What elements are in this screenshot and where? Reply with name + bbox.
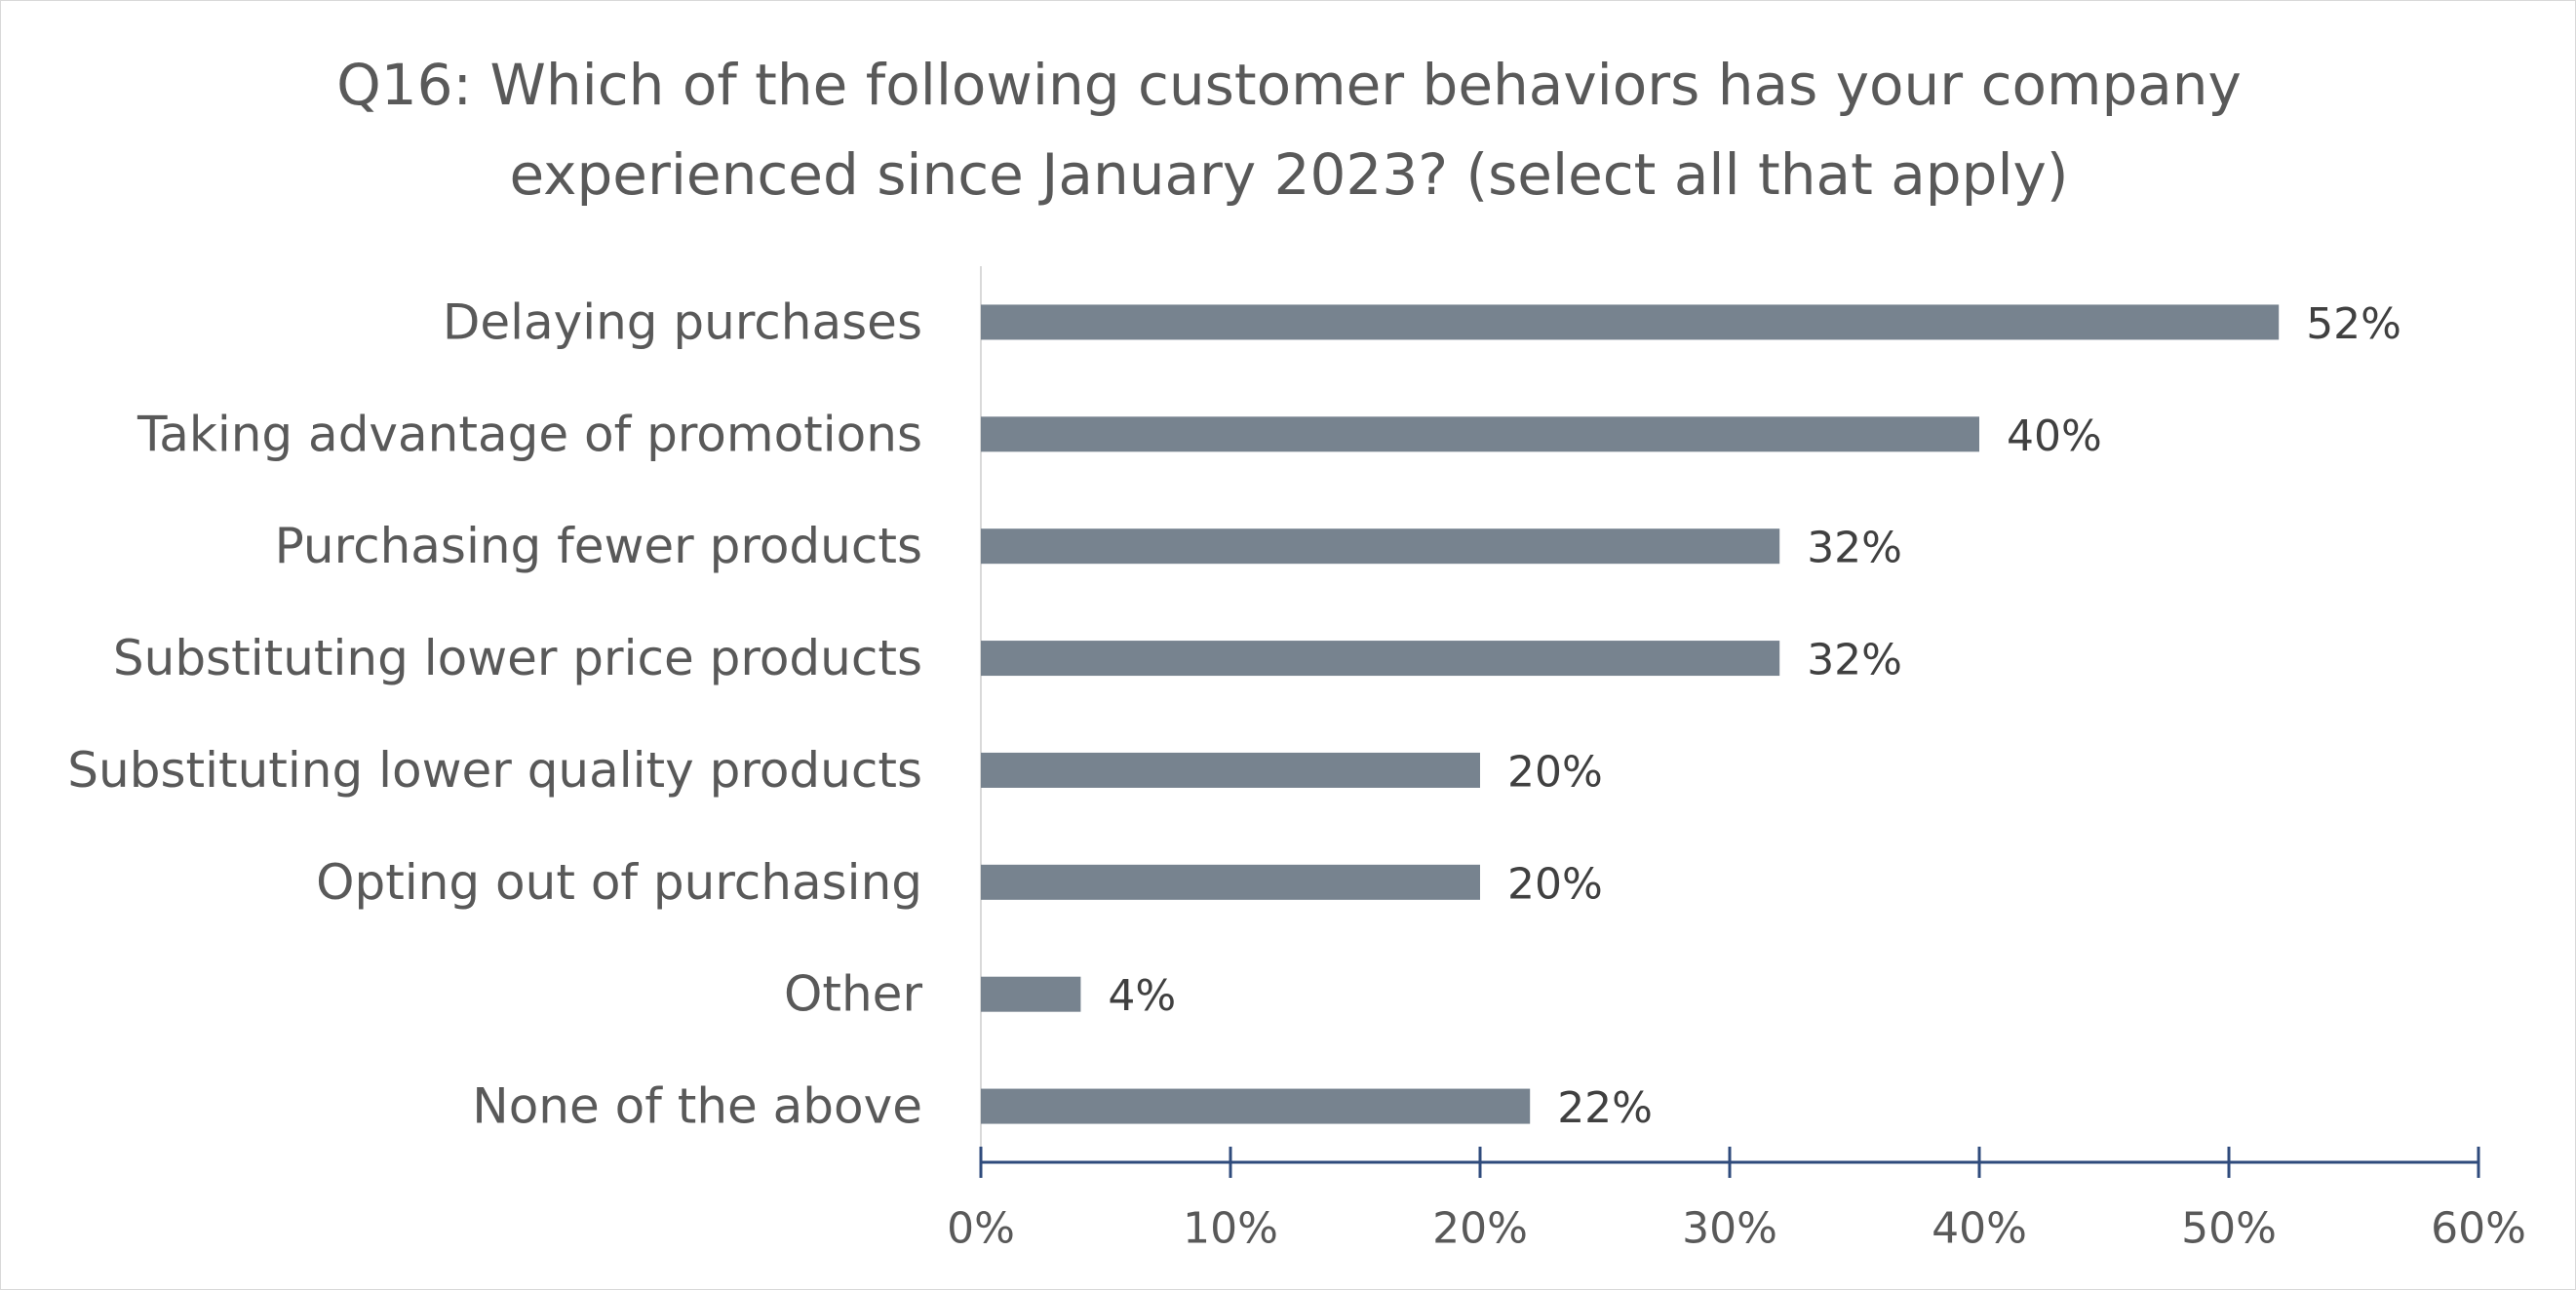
x-tick-label: 20% <box>1432 1204 1528 1254</box>
data-label: 4% <box>1108 971 1176 1021</box>
category-label: Substituting lower quality products <box>67 742 922 799</box>
bar <box>981 416 1979 452</box>
category-label: Purchasing fewer products <box>275 518 922 574</box>
data-label: 40% <box>2007 411 2102 461</box>
chart-title-line-2: experienced since January 2023? (select … <box>509 141 2069 208</box>
category-label: Opting out of purchasing <box>316 854 922 911</box>
chart-title: Q16: Which of the following customer beh… <box>1 40 2576 219</box>
category-label: Taking advantage of promotions <box>137 406 922 462</box>
data-label: 22% <box>1557 1083 1653 1133</box>
data-label: 32% <box>1807 636 1902 685</box>
category-label: Delaying purchases <box>443 293 922 350</box>
category-label: Other <box>784 966 922 1023</box>
bar <box>981 752 1480 788</box>
bar <box>981 528 1780 565</box>
data-label: 32% <box>1807 524 1902 573</box>
x-tick-label: 0% <box>947 1204 1015 1254</box>
data-label: 52% <box>2306 299 2401 349</box>
category-label: Substituting lower price products <box>113 630 922 686</box>
bar <box>981 864 1480 900</box>
category-label: None of the above <box>472 1078 922 1135</box>
x-tick-label: 50% <box>2181 1204 2277 1254</box>
data-label: 20% <box>1507 859 1603 909</box>
bar <box>981 304 2280 340</box>
chart-title-line-1: Q16: Which of the following customer beh… <box>336 52 2242 118</box>
bar <box>981 1088 1531 1124</box>
x-tick-label: 60% <box>2431 1204 2526 1254</box>
x-tick-label: 40% <box>1932 1204 2027 1254</box>
data-label: 20% <box>1507 747 1603 797</box>
x-tick-label: 30% <box>1682 1204 1777 1254</box>
bar <box>981 641 1780 677</box>
bar <box>981 976 1081 1012</box>
x-tick-label: 10% <box>1183 1204 1278 1254</box>
